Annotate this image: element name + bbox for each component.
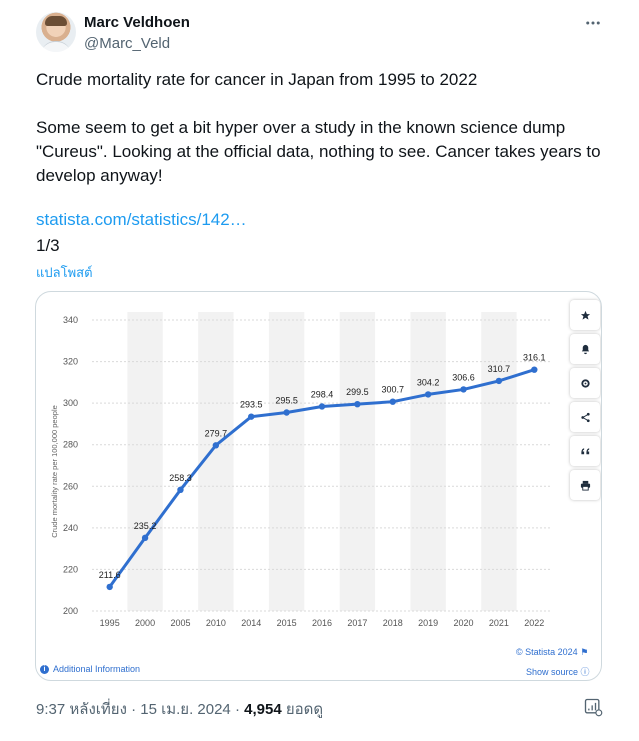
y-tick-label: 300 [63, 398, 78, 408]
show-source-label: Show source [526, 667, 579, 677]
x-tick-label: 2005 [170, 618, 190, 628]
star-icon [580, 310, 590, 320]
statista-credit-label: © Statista 2024 [516, 647, 578, 657]
star-button[interactable] [570, 300, 600, 330]
avatar[interactable] [36, 12, 76, 52]
x-tick-label: 2015 [277, 618, 297, 628]
data-label: 279.7 [205, 428, 228, 438]
data-label: 298.4 [311, 389, 334, 399]
data-label: 235.2 [134, 521, 157, 531]
analytics-button[interactable] [583, 697, 603, 717]
data-label: 211.6 [99, 570, 121, 580]
x-tick-label: 1995 [100, 618, 120, 628]
data-point [424, 391, 432, 398]
x-tick-label: 2022 [524, 618, 544, 628]
notify-button[interactable] [570, 334, 600, 364]
x-tick-label: 2017 [347, 618, 367, 628]
bell-icon [581, 344, 589, 354]
data-point [248, 413, 255, 420]
cite-button[interactable] [570, 436, 600, 466]
more-options-button[interactable] [582, 12, 604, 34]
data-label: 316.1 [523, 353, 546, 363]
data-point [141, 534, 149, 542]
additional-information-link[interactable]: i Additional Information [40, 664, 140, 674]
tweet-text-line1: Crude mortality rate for cancer in Japan… [36, 70, 478, 89]
more-icon [586, 21, 600, 25]
analytics-icon [584, 698, 603, 717]
share-icon [580, 412, 590, 422]
data-label: 300.7 [382, 385, 405, 395]
y-tick-label: 260 [63, 481, 78, 491]
data-label: 295.5 [275, 395, 298, 405]
y-tick-label: 240 [63, 523, 78, 533]
data-label: 299.5 [346, 387, 369, 397]
view-count: 4,954 [244, 701, 282, 718]
meta-separator: · [126, 701, 141, 718]
data-point [177, 486, 184, 494]
x-tick-label: 2020 [454, 618, 474, 628]
tweet-page-count: 1/3 [36, 236, 60, 255]
x-tick-label: 2019 [418, 618, 438, 628]
chart-band [339, 312, 376, 611]
chart-media-card[interactable]: 200 220 240 260 280 300 320 340 1995 2000 2005 2010… [35, 291, 602, 681]
quote-icon [580, 447, 589, 454]
data-point [212, 442, 220, 449]
translate-post-link[interactable]: แปลโพสต์ [36, 265, 93, 280]
data-point [106, 583, 113, 591]
flag-icon: ⚑ [580, 647, 589, 657]
print-icon [580, 480, 590, 491]
data-point [389, 398, 396, 405]
x-tick-label: 2000 [135, 618, 155, 628]
x-tick-label: 2021 [489, 618, 509, 628]
statista-credit[interactable]: © Statista 2024 ⚑ [516, 647, 588, 658]
data-point [531, 366, 538, 373]
data-point [318, 403, 326, 410]
x-tick-label: 2014 [241, 618, 261, 628]
views-label: ยอดดู [281, 701, 324, 718]
data-label: 293.5 [240, 400, 263, 410]
author-handle[interactable]: @Marc_Veld [84, 35, 171, 52]
data-label: 310.7 [488, 364, 511, 374]
y-tick-label: 340 [63, 315, 78, 325]
data-point [495, 377, 503, 385]
additional-information-label: Additional Information [53, 664, 141, 674]
tweet-time[interactable]: 9:37 หลังเที่ยง [36, 701, 127, 718]
tweet-text: Crude mortality rate for cancer in Japan… [36, 68, 606, 188]
chart-band [481, 312, 517, 611]
data-label: 304.2 [417, 377, 440, 387]
tweet-meta: 9:37 หลังเที่ยง · 15 เม.ย. 2024 · 4,954 … [36, 697, 323, 721]
tweet-link[interactable]: statista.com/statistics/142… [36, 210, 247, 229]
data-label: 306.6 [452, 372, 475, 382]
info-icon: ⓘ [580, 667, 590, 677]
settings-button[interactable] [570, 368, 600, 398]
tweet-text-para2: Some seem to get a bit hyper over a stud… [36, 118, 601, 185]
y-axis-label: Crude mortality rate per 100,000 people [50, 405, 59, 538]
data-point [354, 400, 361, 408]
share-button[interactable] [570, 402, 600, 432]
author-display-name[interactable]: Marc Veldhoen [84, 14, 190, 31]
x-tick-label: 2016 [312, 618, 332, 628]
line-chart: 200 220 240 260 280 300 320 340 1995 2000 2005 2010… [50, 312, 552, 628]
x-tick-label: 2010 [206, 618, 226, 628]
meta-separator: · [230, 701, 245, 718]
show-source-link[interactable]: Show source ⓘ [526, 665, 590, 678]
chart-band [410, 312, 446, 611]
print-button[interactable] [570, 470, 600, 500]
y-tick-label: 220 [63, 564, 78, 574]
tweet-date[interactable]: 15 เม.ย. 2024 [140, 701, 231, 718]
chart-band [127, 312, 163, 611]
info-icon: i [40, 664, 49, 674]
gear-icon [580, 378, 590, 388]
y-tick-label: 280 [63, 440, 78, 450]
chart-tools [570, 300, 600, 504]
x-tick-label: 2018 [383, 618, 403, 628]
chart-band [268, 312, 305, 611]
data-point [460, 386, 467, 393]
data-point [283, 409, 290, 416]
y-tick-label: 200 [63, 606, 78, 616]
data-label: 258.3 [169, 473, 192, 483]
y-tick-label: 320 [63, 357, 78, 367]
